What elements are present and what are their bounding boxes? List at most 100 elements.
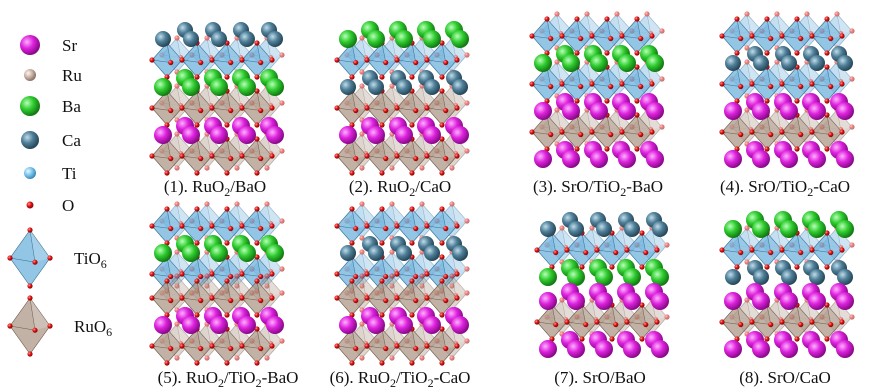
atom-o — [764, 16, 769, 21]
atom-o — [744, 11, 749, 16]
atom-o — [349, 206, 354, 211]
atom-o — [794, 50, 799, 55]
atom-o — [353, 346, 358, 351]
atom-o — [389, 355, 394, 360]
atom-ca — [837, 269, 853, 285]
atom-o — [738, 84, 743, 89]
atom-o — [574, 50, 579, 55]
atom-ba — [154, 78, 172, 96]
atom-o — [228, 226, 233, 231]
atom-o — [768, 84, 773, 89]
atom-o — [179, 295, 184, 300]
legend-label: Ca — [62, 131, 81, 150]
atom-o — [608, 84, 613, 89]
atom-sr — [238, 126, 256, 144]
atom-o — [164, 170, 169, 175]
atom-o — [634, 98, 639, 103]
atom-ca — [809, 269, 825, 285]
atom-o — [779, 81, 784, 86]
atom-o — [764, 98, 769, 103]
atom-sr — [154, 126, 172, 144]
atom-o — [794, 336, 799, 341]
atom-sr — [210, 126, 228, 144]
legend-label: TiO6 — [74, 249, 107, 271]
atom-o — [179, 271, 184, 276]
atom-o — [809, 129, 814, 134]
atom-o — [574, 146, 579, 151]
atom-sr — [808, 150, 826, 168]
atom-o — [389, 273, 394, 278]
atom-o — [224, 206, 229, 211]
atom-o — [779, 33, 784, 38]
atom-o — [254, 170, 259, 175]
atom-o — [209, 271, 214, 276]
atom-sr — [724, 340, 742, 358]
atom-sr — [266, 316, 284, 334]
atom-o — [383, 298, 388, 303]
label-text: Ru — [62, 66, 82, 85]
atom-o — [413, 274, 418, 279]
atom-o — [849, 76, 854, 81]
atom-o — [604, 16, 609, 21]
atom-o — [424, 271, 429, 276]
atom-o — [454, 57, 459, 62]
label-text: Sr — [62, 36, 77, 55]
atom-o — [334, 295, 339, 300]
atom-ca — [396, 79, 412, 95]
atom-ba — [780, 220, 798, 238]
atom-ca — [624, 221, 640, 237]
atom-o — [174, 273, 179, 278]
atom-sr — [182, 316, 200, 334]
atom-o — [234, 355, 239, 360]
atom-o — [804, 11, 809, 16]
atom-o — [639, 264, 644, 269]
atom-o — [534, 319, 539, 324]
atom-o — [559, 33, 564, 38]
atom-o — [764, 336, 769, 341]
atom-o — [443, 226, 448, 231]
atom-o — [198, 274, 203, 279]
atom-o — [464, 218, 469, 223]
atom-o — [779, 319, 784, 324]
atom-o — [824, 264, 829, 269]
atom-ca — [540, 221, 556, 237]
atom-o — [149, 153, 154, 158]
octahedron-ti — [7, 227, 52, 288]
atom-o — [424, 105, 429, 110]
atom-o — [353, 274, 358, 279]
atom-o — [828, 36, 833, 41]
atom-o — [424, 57, 429, 62]
atom-ca — [267, 31, 283, 47]
atom-o — [579, 336, 584, 341]
atom-o — [179, 223, 184, 228]
atom-o — [209, 153, 214, 158]
atom-o — [439, 278, 444, 283]
atom-o — [149, 295, 154, 300]
caption-text: /BaO — [230, 177, 266, 196]
atom-ba — [724, 220, 742, 238]
atom-o — [379, 122, 384, 127]
atom-o — [383, 108, 388, 113]
atom-o — [654, 319, 659, 324]
atom-o — [179, 105, 184, 110]
atom-sr — [752, 292, 770, 310]
atom-o — [258, 274, 263, 279]
atom-o — [334, 57, 339, 62]
atom-sr — [836, 292, 854, 310]
atom-o — [27, 283, 32, 288]
atom-o — [464, 290, 469, 295]
atom-o — [209, 105, 214, 110]
atom-o — [174, 201, 179, 206]
atom-o — [649, 81, 654, 86]
atom-sr — [752, 150, 770, 168]
atom-o — [179, 57, 184, 62]
atom-o — [204, 355, 209, 360]
atom-o — [27, 295, 32, 300]
atom-ru — [24, 69, 36, 81]
atom-o — [254, 312, 259, 317]
atom-ca — [652, 221, 668, 237]
atom-o — [839, 129, 844, 134]
label-text: Ti — [62, 164, 77, 183]
atom-o — [394, 153, 399, 158]
atom-ca — [368, 79, 384, 95]
